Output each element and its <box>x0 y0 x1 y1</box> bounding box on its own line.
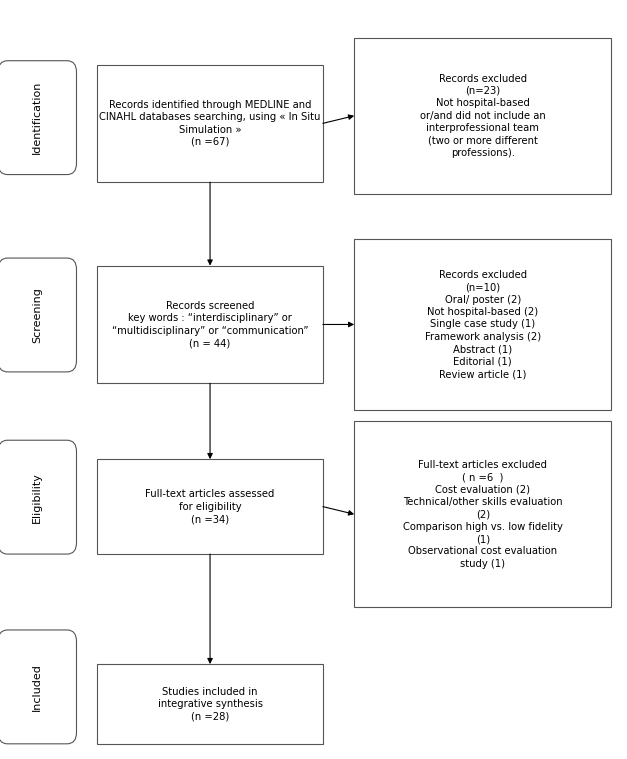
Text: Studies included in
integrative synthesis
(n =28): Studies included in integrative synthesi… <box>157 687 263 721</box>
FancyBboxPatch shape <box>0 258 76 372</box>
Text: Records excluded
(n=23)
Not hospital-based
or/and did not include an
interprofes: Records excluded (n=23) Not hospital-bas… <box>420 74 545 158</box>
FancyBboxPatch shape <box>97 664 323 744</box>
Text: Identification: Identification <box>33 81 42 154</box>
FancyBboxPatch shape <box>354 421 611 607</box>
Text: Full-text articles excluded
( n =6  )
Cost evaluation (2)
Technical/other skills: Full-text articles excluded ( n =6 ) Cos… <box>403 460 562 568</box>
FancyBboxPatch shape <box>97 65 323 182</box>
FancyBboxPatch shape <box>354 38 611 194</box>
FancyBboxPatch shape <box>97 459 323 554</box>
Text: Included: Included <box>33 663 42 711</box>
FancyBboxPatch shape <box>97 266 323 383</box>
FancyBboxPatch shape <box>0 630 76 744</box>
Text: Records identified through MEDLINE and
CINAHL databases searching, using « In Si: Records identified through MEDLINE and C… <box>99 99 321 147</box>
Text: Screening: Screening <box>33 287 42 343</box>
Text: Records excluded
(n=10)
Oral/ poster (2)
Not hospital-based (2)
Single case stud: Records excluded (n=10) Oral/ poster (2)… <box>424 270 541 379</box>
FancyBboxPatch shape <box>0 61 76 175</box>
Text: Eligibility: Eligibility <box>33 471 42 523</box>
FancyBboxPatch shape <box>0 440 76 554</box>
FancyBboxPatch shape <box>354 239 611 410</box>
Text: Full-text articles assessed
for eligibility
(n =34): Full-text articles assessed for eligibil… <box>145 490 275 524</box>
Text: Records screened
key words : “interdisciplinary” or
“multidisciplinary” or “comm: Records screened key words : “interdisci… <box>112 301 308 348</box>
